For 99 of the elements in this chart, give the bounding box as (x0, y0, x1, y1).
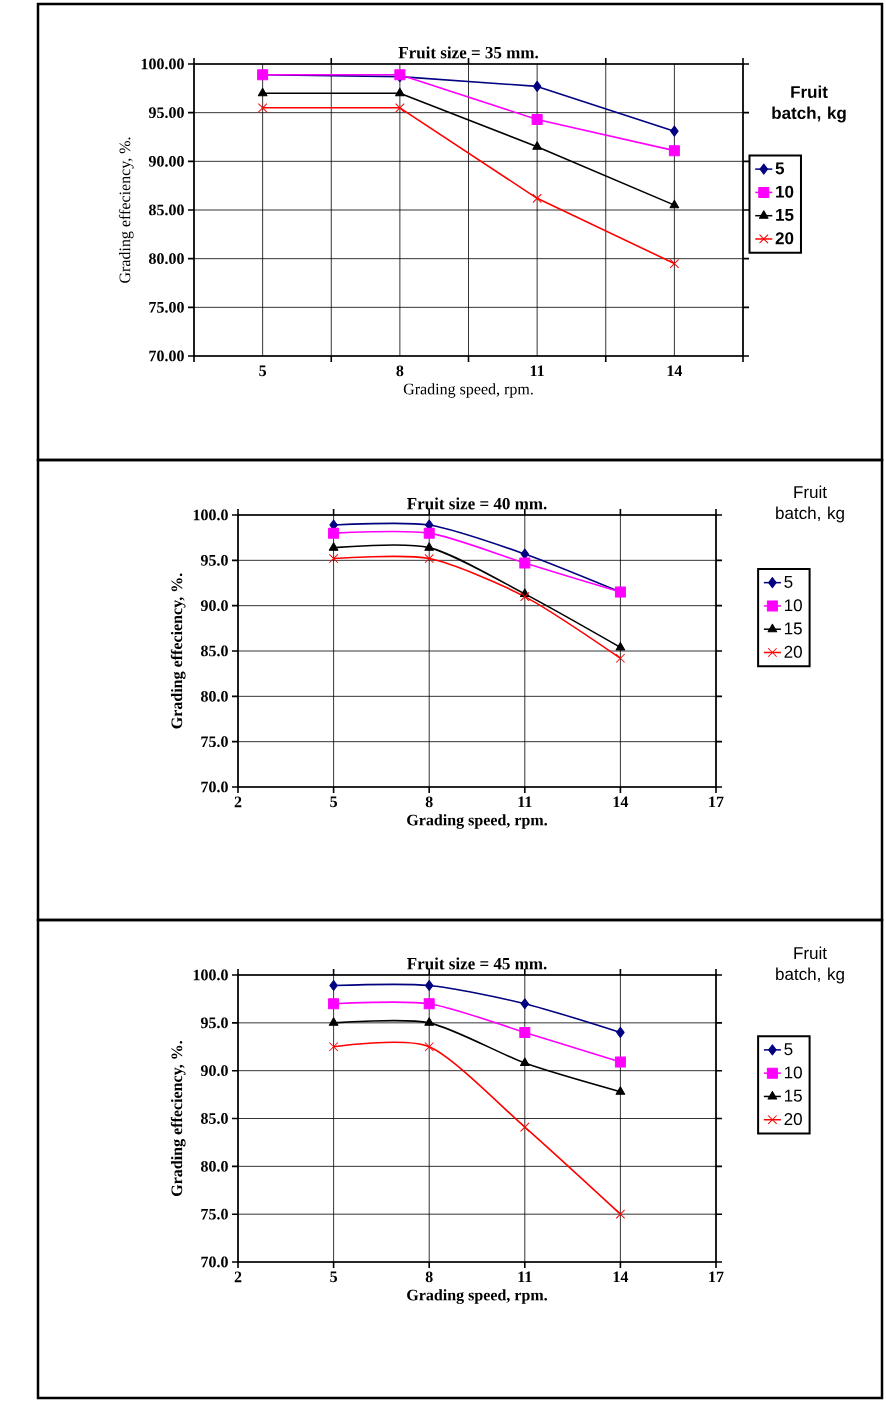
point (519, 1057, 530, 1067)
x-tick-label: 14 (613, 796, 629, 808)
legend-label: 15 (784, 622, 802, 635)
x-tick-label: 2 (234, 796, 242, 808)
point (424, 553, 434, 564)
point (670, 125, 679, 137)
point (423, 998, 435, 1010)
x-axis-title: Grading speed, rpm. (407, 814, 547, 829)
x-tick-label: 11 (518, 796, 532, 808)
point (257, 103, 268, 113)
y-tick-label: 80.00 (149, 253, 184, 265)
point (424, 1042, 434, 1052)
y-tick-label: 70.0 (201, 1256, 228, 1268)
point (328, 553, 339, 564)
y-tick-label: 95.0 (200, 554, 228, 566)
y-tick-label: 90.0 (200, 600, 228, 612)
legend-label: 20 (784, 645, 802, 658)
point (520, 1122, 530, 1132)
x-tick-label: 8 (425, 796, 433, 808)
y-tick-label: 85.00 (149, 204, 184, 216)
point (520, 998, 530, 1010)
y-tick-label: 100.0 (193, 969, 228, 981)
legend-label: 20 (784, 1113, 802, 1126)
y-axis-title: Grading effeciency, %. (118, 137, 134, 283)
y-tick-label: 100.0 (193, 509, 228, 521)
point (329, 980, 338, 992)
x-tick-label: 2 (234, 1271, 242, 1283)
point (532, 193, 542, 204)
point (669, 258, 680, 269)
point (615, 1209, 626, 1219)
x-axis-title: Grading speed, rpm. (407, 1289, 547, 1304)
x-tick-label: 17 (709, 796, 724, 808)
x-tick-label: 8 (425, 1271, 433, 1283)
y-tick-label: 75.00 (149, 301, 184, 313)
point (328, 542, 339, 551)
y-tick-label: 70.0 (201, 781, 228, 793)
point (669, 199, 680, 209)
legend-label: 5 (775, 162, 785, 175)
chart-title: Fruit size = 40 mm. (407, 497, 547, 510)
point (424, 980, 434, 992)
point (424, 1017, 435, 1026)
legend-label: 10 (784, 1066, 802, 1079)
y-axis-title: Grading effeciency, %. (170, 573, 186, 729)
chart-title: Fruit size = 45 mm. (407, 957, 547, 970)
legend-label: 5 (784, 1043, 793, 1056)
x-tick-label: 11 (518, 1271, 532, 1283)
y-tick-label: 75.0 (201, 1208, 228, 1220)
x-tick-label: 5 (330, 1271, 338, 1283)
point (424, 542, 435, 551)
y-tick-label: 95.00 (148, 107, 184, 119)
point (328, 527, 340, 539)
legend-label: 15 (776, 209, 794, 221)
legend-title: Fruit batch, kg (776, 485, 844, 523)
legend-label: 5 (784, 576, 793, 588)
chart-title: Fruit size = 35 mm. (398, 46, 538, 59)
point (519, 1026, 531, 1038)
point (616, 1026, 625, 1038)
x-tick-label: 11 (530, 365, 544, 377)
legend-label: 15 (784, 1089, 802, 1102)
x-axis-title: Grading speed, rpm. (403, 383, 533, 398)
y-tick-label: 75.0 (201, 736, 228, 748)
point (519, 557, 531, 569)
point (257, 87, 268, 97)
point (520, 591, 530, 602)
y-tick-label: 70.00 (149, 350, 184, 362)
point (668, 145, 680, 157)
point (615, 653, 626, 663)
x-tick-label: 14 (667, 365, 683, 377)
point (328, 998, 340, 1010)
y-tick-label: 85.0 (201, 1113, 228, 1124)
point (395, 103, 405, 113)
x-tick-label: 17 (709, 1271, 724, 1283)
point (328, 1042, 339, 1052)
y-axis-title: Grading effeciency, %. (170, 1041, 186, 1196)
y-tick-label: 100.00 (141, 58, 184, 70)
legend-title: Fruit batch, kg (772, 85, 846, 123)
point (423, 527, 435, 539)
y-tick-label: 95.0 (200, 1017, 228, 1029)
point (532, 80, 542, 92)
x-tick-label: 8 (396, 365, 404, 377)
x-tick-label: 5 (330, 796, 338, 808)
y-tick-label: 90.00 (148, 155, 184, 167)
point (532, 141, 542, 150)
y-tick-label: 85.0 (201, 645, 228, 657)
point (615, 641, 626, 651)
legend-label: 10 (776, 185, 794, 198)
legend-label: 20 (775, 232, 794, 245)
x-tick-label: 14 (613, 1271, 629, 1283)
legend-label: 10 (784, 599, 802, 612)
point (614, 1056, 626, 1068)
legend-title: Fruit batch, kg (776, 946, 844, 984)
y-tick-label: 90.0 (200, 1065, 228, 1077)
point (615, 1086, 626, 1095)
point (531, 113, 543, 125)
point (328, 1017, 339, 1026)
y-tick-label: 80.0 (201, 1160, 228, 1172)
x-tick-label: 5 (259, 365, 267, 377)
point (395, 87, 405, 97)
y-tick-label: 80.0 (201, 690, 228, 702)
